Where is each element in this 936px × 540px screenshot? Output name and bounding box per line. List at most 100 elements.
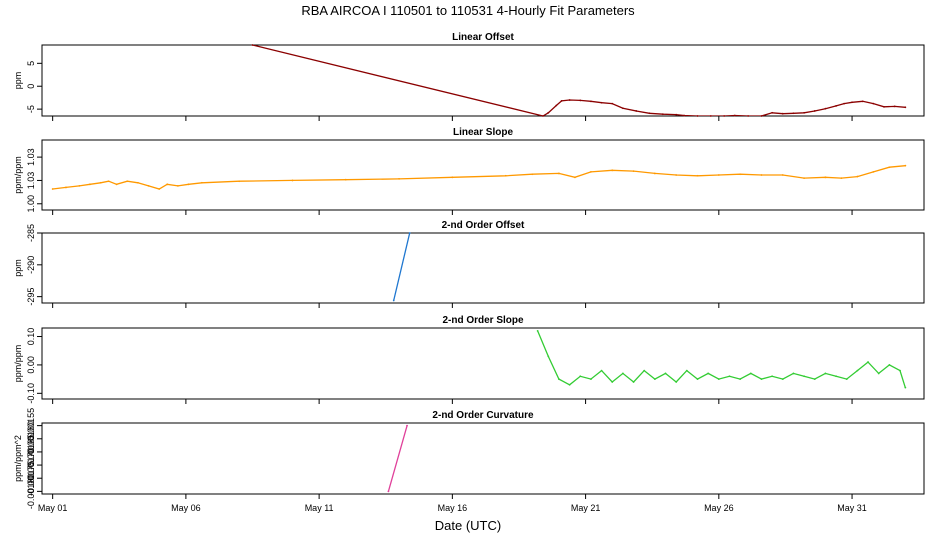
data-point [531, 173, 534, 176]
data-point [590, 100, 592, 103]
data-point [611, 102, 614, 105]
x-axis-label: Date (UTC) [435, 518, 501, 533]
data-point [877, 372, 880, 375]
series-line [252, 45, 906, 116]
data-point [547, 355, 550, 358]
data-point [568, 383, 571, 386]
x-tick-label: May 21 [571, 503, 601, 513]
data-point [872, 170, 875, 173]
data-point [904, 106, 907, 109]
data-point [558, 172, 560, 175]
data-point [590, 170, 592, 173]
y-tick-label: -0.00180 [26, 474, 36, 510]
x-tick-label: May 26 [704, 503, 734, 513]
data-point [200, 181, 203, 184]
data-point [99, 181, 102, 184]
data-point [632, 381, 635, 383]
data-point [574, 176, 576, 179]
data-point [888, 166, 891, 169]
data-point [78, 184, 81, 187]
data-point [648, 112, 651, 115]
data-point [861, 100, 864, 103]
data-point [728, 375, 731, 378]
data-point [792, 112, 795, 115]
plot-frame [41, 422, 925, 495]
series-line [52, 165, 906, 190]
data-point [747, 115, 750, 117]
y-tick-label: -5 [26, 105, 36, 113]
data-point [89, 183, 91, 186]
data-point [803, 177, 805, 180]
data-point [856, 369, 859, 372]
data-point [893, 105, 896, 108]
data-point [683, 114, 686, 117]
data-point [843, 102, 845, 105]
data-point [723, 115, 726, 117]
data-point [398, 177, 400, 180]
data-point [803, 111, 805, 114]
data-point [856, 175, 859, 178]
plot-frame [41, 327, 925, 400]
data-point [792, 372, 795, 375]
data-point [107, 180, 110, 183]
x-tick-label: May 06 [171, 503, 201, 513]
data-point [632, 170, 635, 173]
data-point [749, 372, 752, 375]
data-point [65, 186, 67, 189]
data-point [760, 174, 763, 176]
y-axis-label: ppm/ppm^2 [13, 435, 23, 482]
x-tick-label: May 11 [305, 503, 334, 513]
data-point [675, 113, 678, 116]
y-tick-label: 5 [26, 61, 36, 66]
panel-title: Linear Offset [452, 32, 514, 43]
data-point [621, 372, 624, 375]
x-tick-label: May 31 [837, 503, 867, 513]
data-point [558, 378, 560, 381]
data-point [406, 424, 408, 427]
data-point [717, 174, 720, 176]
y-tick-label: 0.00 [26, 356, 36, 374]
data-point [739, 173, 742, 176]
data-point [781, 112, 784, 115]
data-point [611, 381, 614, 383]
data-point [291, 179, 294, 182]
data-point [845, 378, 848, 381]
y-tick-label: -295 [26, 288, 36, 306]
data-point [771, 111, 774, 114]
y-tick-label: -285 [26, 224, 36, 242]
data-point [835, 375, 837, 378]
data-point [536, 329, 539, 332]
y-axis-label: ppm [13, 72, 23, 90]
data-point [547, 111, 550, 114]
data-point [717, 378, 720, 381]
data-point [709, 115, 712, 117]
y-axis-label: ppm [13, 259, 23, 277]
data-point [824, 372, 827, 375]
figure-title: RBA AIRCOA I 110501 to 110531 4-Hourly F… [301, 3, 635, 18]
data-point [408, 232, 411, 234]
data-point [115, 183, 118, 186]
panel-title: 2-nd Order Curvature [432, 410, 534, 421]
series-line [387, 425, 408, 492]
data-point [851, 101, 853, 104]
data-point [635, 110, 638, 112]
data-point [555, 104, 558, 107]
panel-5: 2-nd Order Curvatureppm/ppm^2-0.00180-0.… [13, 408, 925, 513]
data-point [664, 372, 667, 375]
data-point [813, 378, 816, 381]
data-point [696, 115, 699, 117]
data-point [147, 184, 150, 187]
data-point [579, 99, 582, 102]
data-point [51, 188, 54, 190]
data-point [835, 105, 837, 107]
data-point [760, 115, 763, 117]
data-point [344, 178, 347, 181]
data-point [739, 378, 742, 381]
data-point [813, 110, 816, 112]
data-point [451, 176, 454, 179]
data-point [888, 364, 891, 366]
data-point [568, 99, 571, 101]
data-point [166, 183, 169, 186]
